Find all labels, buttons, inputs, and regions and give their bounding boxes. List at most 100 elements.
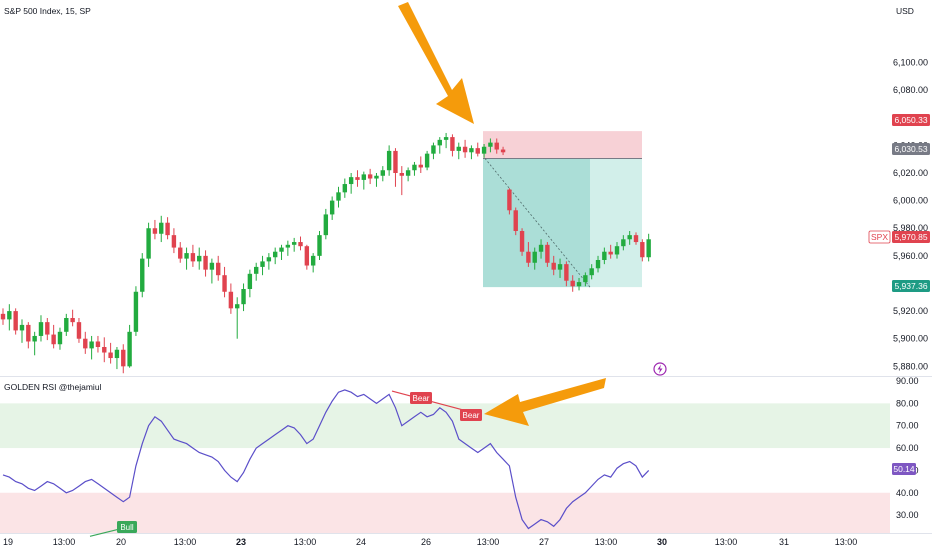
time-tick-label: 20 [116, 537, 126, 547]
candle [178, 242, 183, 263]
candle [7, 304, 12, 331]
candle [0, 308, 6, 325]
price-tick-label: 5,960.00 [893, 251, 928, 261]
candle [462, 139, 468, 158]
price-tick-label: 5,880.00 [893, 361, 928, 371]
candle [32, 331, 37, 356]
candle [203, 250, 208, 277]
time-tick-label: 30 [657, 537, 667, 547]
candle [443, 132, 449, 149]
candle [418, 156, 423, 173]
time-tick-label: 31 [779, 537, 789, 547]
candle [108, 342, 113, 364]
candle [209, 258, 215, 284]
candle [374, 173, 379, 187]
candle [532, 247, 537, 270]
bear-label-2: Bear [460, 409, 482, 421]
candle [235, 297, 240, 339]
rsi-indicator-title: GOLDEN RSI @thejamiul [4, 382, 102, 392]
candle [538, 239, 544, 259]
rsi-last-tag: 50.14 [892, 463, 916, 475]
candle [190, 244, 196, 267]
candle [500, 146, 506, 156]
candle [140, 253, 145, 298]
take-profit-zone[interactable] [483, 158, 590, 288]
entry-price-tag: 6,030.53 [892, 143, 930, 155]
candle [456, 142, 461, 160]
candle [336, 186, 341, 208]
candle [102, 337, 107, 363]
candle [608, 244, 613, 259]
time-axis[interactable]: 19 13:00 20 13:00 23 13:00 24 26 13:00 27 13:00 30 1… [3, 537, 857, 547]
candle [272, 247, 278, 265]
candle [133, 286, 139, 336]
rsi-tick-label: 60.00 [896, 443, 919, 453]
price-tick-label: 6,000.00 [893, 196, 928, 206]
candle [640, 239, 645, 262]
flash-glyph-icon [657, 364, 663, 374]
time-tick-label: 13:00 [174, 537, 197, 547]
candle [614, 242, 620, 259]
candle [247, 269, 253, 298]
last-price-text: 5,970.85 [894, 232, 927, 242]
last-price-tag: 5,970.85 [892, 231, 930, 243]
price-tick-label: 5,980.00 [893, 223, 928, 233]
bull-label: Bull [117, 521, 137, 533]
candle [83, 331, 88, 354]
candle [646, 233, 651, 262]
arrow-icon [398, 2, 474, 124]
price-tick-label: 6,100.00 [893, 58, 928, 68]
alert-flash-icon[interactable] [653, 362, 667, 376]
candle [545, 242, 550, 267]
candle [507, 188, 512, 215]
candle [64, 313, 69, 336]
candle [114, 347, 120, 370]
candle [291, 237, 297, 252]
stop-price-tag: 6,050.33 [892, 114, 930, 126]
candle [488, 138, 493, 153]
candle [450, 134, 455, 157]
price-axis[interactable]: 6,100.006,080.006,060.006,040.006,020.00… [893, 58, 928, 372]
candle [329, 196, 335, 220]
price-tick-label: 6,080.00 [893, 85, 928, 95]
stop-loss-zone[interactable] [483, 131, 642, 159]
candle [146, 222, 151, 267]
candle [475, 142, 480, 157]
candle [310, 253, 316, 273]
candle [285, 240, 291, 256]
candle [380, 166, 385, 182]
rsi-overbought-zone [0, 403, 890, 449]
candle [526, 242, 531, 267]
time-tick-label: 23 [236, 537, 246, 547]
candle [621, 235, 626, 251]
candle [576, 277, 582, 291]
candle [386, 145, 392, 176]
candle [266, 253, 272, 270]
candle [519, 228, 525, 256]
rsi-tick-label: 90.00 [896, 376, 919, 386]
candle [19, 319, 25, 343]
candle [317, 231, 322, 260]
candle [304, 244, 310, 270]
candle [602, 247, 607, 265]
time-tick-label: 19 [3, 537, 13, 547]
candle [393, 148, 398, 187]
candle [595, 255, 601, 273]
candle-series [0, 132, 651, 374]
candle [121, 344, 126, 374]
candle [13, 308, 18, 335]
candle [424, 150, 430, 171]
time-tick-label: 13:00 [835, 537, 858, 547]
bear-label-1-text: Bear [413, 394, 430, 403]
candle [513, 207, 518, 236]
candle [159, 215, 164, 243]
target-price-text: 5,937.36 [894, 281, 927, 291]
candle [38, 315, 44, 342]
bull-label-text: Bull [120, 523, 134, 532]
candle [355, 170, 360, 187]
candle [564, 261, 569, 287]
candle [241, 283, 246, 312]
candle [45, 318, 50, 341]
